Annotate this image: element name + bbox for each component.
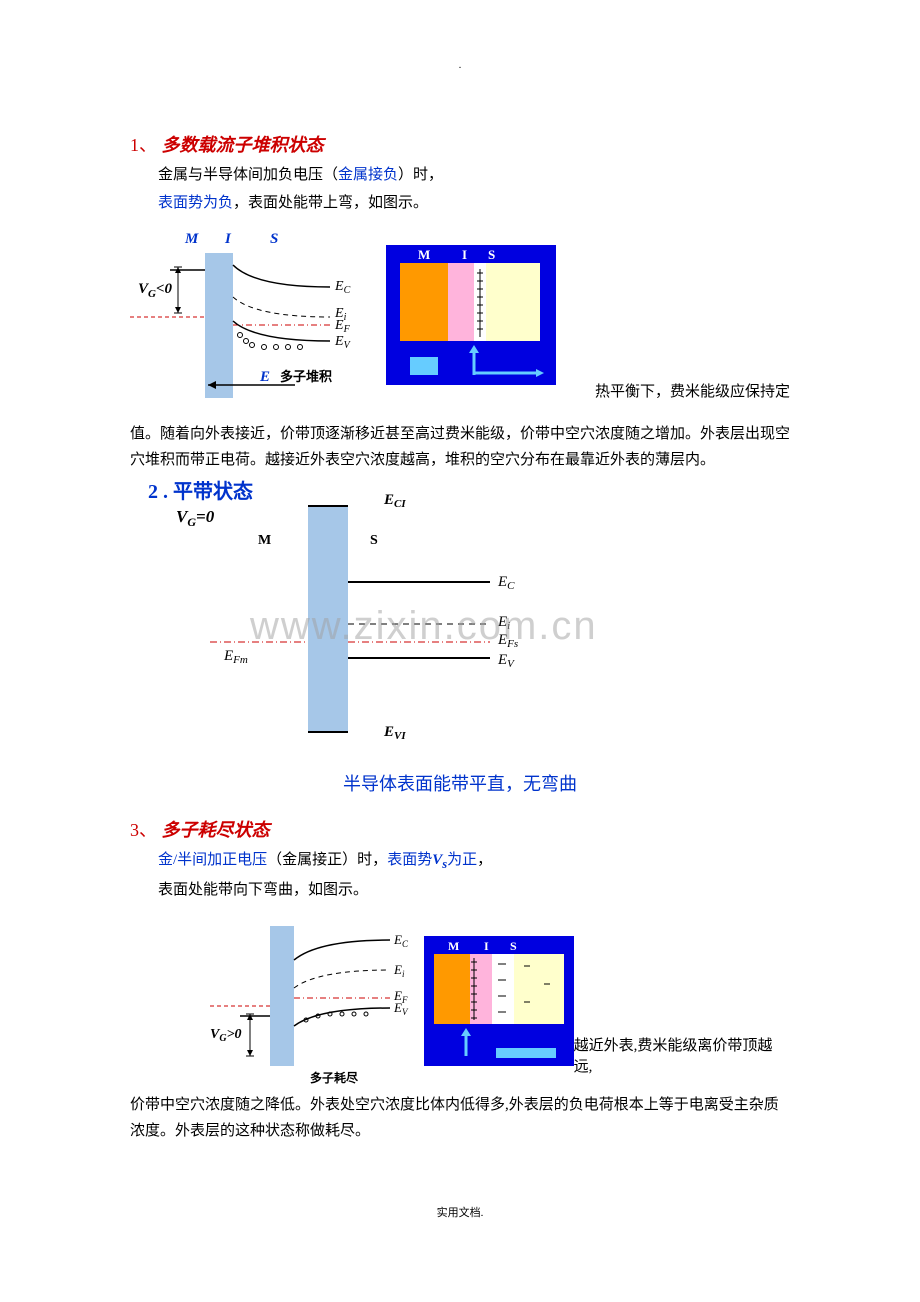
sec1-l1a: 金属与半导体间加负电压（ — [158, 167, 338, 183]
sec1-after-fig: 热平衡下，费米能级应保持定 — [595, 380, 790, 401]
svg-text:I: I — [484, 939, 489, 953]
sec1-num: 1、 — [130, 135, 157, 155]
sec3-l1f: ， — [477, 852, 492, 868]
sec1-mis-color: M I S — [386, 245, 556, 385]
sec3-l1a: 金/半间加正电压 — [158, 852, 267, 868]
svg-text:M: M — [448, 939, 459, 953]
svg-text:EC: EC — [334, 279, 351, 296]
svg-text:E: E — [259, 369, 270, 385]
sec3-band-diagram: VG>0 EC Ei EF EV — [210, 926, 419, 1086]
svg-text:I: I — [462, 247, 467, 262]
svg-text:EFm: EFm — [223, 648, 248, 666]
svg-text:S: S — [370, 533, 378, 548]
svg-text:M: M — [184, 231, 199, 247]
svg-text:VG<0: VG<0 — [138, 281, 173, 300]
sec1-l2b: ，表面处能带上弯，如图示。 — [233, 195, 428, 211]
page-footer: 实用文档. — [130, 1204, 790, 1220]
sec3-after-fig: 越近外表,费米能级离价带顶越远, — [574, 1034, 790, 1076]
svg-text:多子耗尽: 多子耗尽 — [310, 1070, 359, 1085]
svg-text:VG>0: VG>0 — [210, 1027, 242, 1044]
sec3-l1c: 表面势 — [387, 852, 432, 868]
sec1-band-diagram: M I S VG<0 EC Ei EF — [130, 225, 380, 415]
sec3-num: 3、 — [130, 820, 157, 840]
sec1-line1: 金属与半导体间加负电压（金属接负）时， — [130, 163, 790, 187]
svg-text:EV: EV — [334, 334, 352, 351]
svg-text:S: S — [488, 247, 495, 262]
sec1-title: 1、 多数载流子堆积状态 — [130, 131, 790, 157]
svg-text:多子堆积: 多子堆积 — [280, 369, 332, 384]
svg-text:S: S — [270, 231, 278, 247]
svg-text:EC: EC — [497, 574, 515, 592]
svg-text:EF: EF — [334, 318, 351, 335]
sec1-title-text: 多数载流子堆积状态 — [162, 135, 324, 155]
sec1-figrow: M I S VG<0 EC Ei EF — [130, 225, 790, 415]
sec1-l2a: 表面势为负 — [158, 195, 233, 211]
sec2-caption: 半导体表面能带平直，无弯曲 — [130, 770, 790, 796]
svg-text:M: M — [258, 533, 271, 548]
sec1-para: 值。随着向外表接近，价带顶逐渐移近甚至高过费米能级，价带中空穴浓度随之增加。外表… — [130, 421, 790, 474]
sec3-l1e: 为正 — [447, 852, 477, 868]
sec3-para: 价带中空穴浓度随之降低。外表处空穴浓度比体内低得多,外表层的负电荷根本上等于电离… — [130, 1092, 790, 1145]
page-dot: . — [130, 60, 790, 71]
svg-text:EVI: EVI — [383, 724, 406, 742]
sec3-title-text: 多子耗尽状态 — [162, 820, 270, 840]
sec3-figrow: VG>0 EC Ei EF EV — [130, 926, 790, 1086]
svg-text:VG=0: VG=0 — [176, 507, 215, 529]
svg-text:2 . 平带状态: 2 . 平带状态 — [148, 479, 253, 503]
sec1-l1b: 金属接负 — [338, 167, 398, 183]
sec3-vs: Vs — [432, 852, 447, 868]
sec2-band-diagram: 2 . 平带状态 VG=0 M I S ECI EC Ei EFm EFs EV — [130, 474, 590, 754]
svg-text:EC: EC — [393, 932, 409, 949]
sec2-container: 2 . 平带状态 VG=0 M I S ECI EC Ei EFm EFs EV — [130, 474, 790, 754]
svg-text:EV: EV — [497, 652, 515, 670]
sec1-line2: 表面势为负，表面处能带上弯，如图示。 — [130, 191, 790, 215]
svg-text:EFs: EFs — [497, 632, 518, 650]
sec3-title: 3、 多子耗尽状态 — [130, 816, 790, 842]
svg-text:Ei: Ei — [393, 962, 405, 979]
svg-text:ECI: ECI — [383, 492, 406, 510]
sec3-line1: 金/半间加正电压（金属接正）时，表面势Vs为正， — [130, 848, 790, 874]
sec3-line2: 表面处能带向下弯曲，如图示。 — [130, 878, 790, 902]
svg-text:Ei: Ei — [497, 614, 510, 632]
sec1-l1c: ）时， — [398, 167, 443, 183]
svg-text:M: M — [418, 247, 430, 262]
svg-text:S: S — [510, 939, 517, 953]
svg-text:I: I — [224, 231, 232, 247]
sec3-l1b: （金属接正）时， — [267, 852, 387, 868]
sec3-mis-color: M I S — [424, 936, 573, 1066]
